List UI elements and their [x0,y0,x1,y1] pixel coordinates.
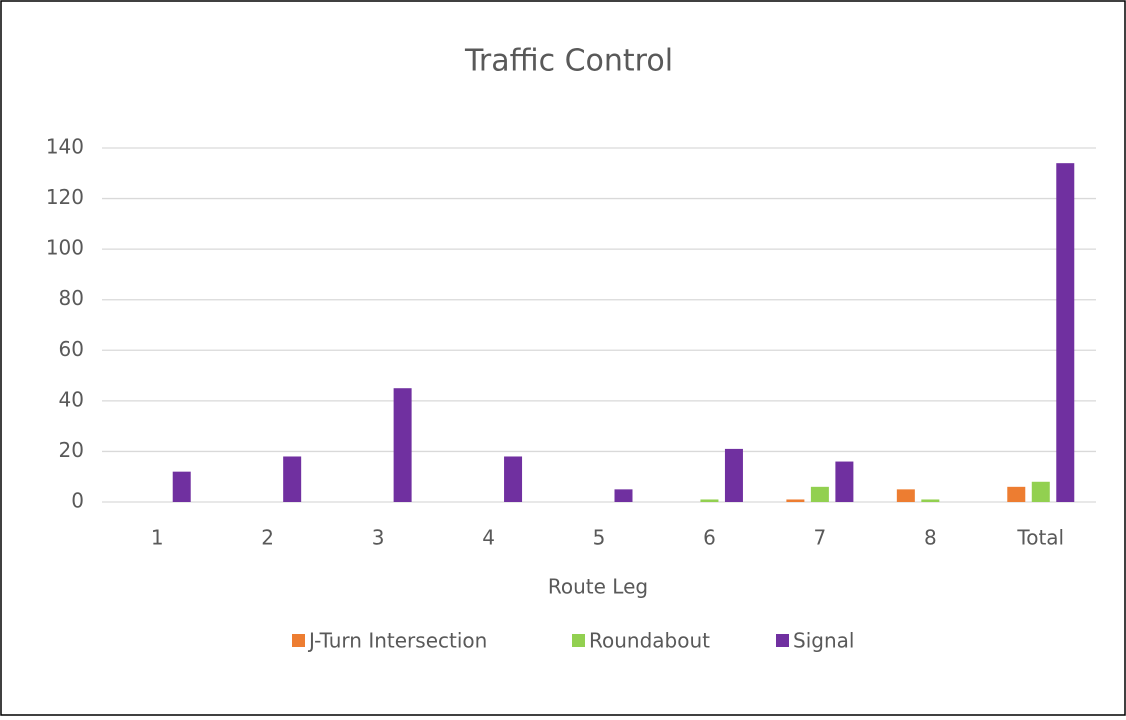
legend-label: Signal [793,629,854,653]
x-tick-label: 8 [924,526,937,550]
bar [614,489,633,502]
y-tick-label: 60 [59,337,84,361]
y-tick-label: 100 [46,236,84,260]
bar [1031,481,1050,502]
legend-swatch [776,634,789,647]
bar [504,456,523,502]
y-tick-label: 140 [46,135,84,159]
legend-label: J-Turn Intersection [307,629,487,653]
bar [172,471,191,502]
legend-label: Roundabout [589,629,710,653]
bar [1007,486,1026,502]
x-tick-label: Total [1016,526,1064,550]
x-tick-label: 4 [482,526,495,550]
x-tick-label: 3 [372,526,385,550]
y-tick-label: 40 [59,387,84,411]
x-tick-label: 7 [814,526,827,550]
bar [921,499,940,502]
bar [724,448,743,502]
bar [835,461,854,502]
bar [810,486,829,502]
x-axis-title: Route Leg [548,575,648,599]
bar [786,499,805,502]
x-tick-label: 1 [151,526,164,550]
y-tick-label: 0 [71,489,84,513]
y-tick-label: 120 [46,185,84,209]
y-tick-label: 80 [59,286,84,310]
x-tick-label: 6 [703,526,716,550]
legend-swatch [572,634,585,647]
bar [1056,163,1075,502]
x-tick-label: 5 [593,526,606,550]
legend-swatch [292,634,305,647]
bar [283,456,302,502]
bar [896,489,915,502]
bar [393,388,412,502]
x-tick-label: 2 [261,526,274,550]
chart-title: Traffic Control [464,44,673,79]
y-tick-label: 20 [59,438,84,462]
bar [700,499,719,502]
